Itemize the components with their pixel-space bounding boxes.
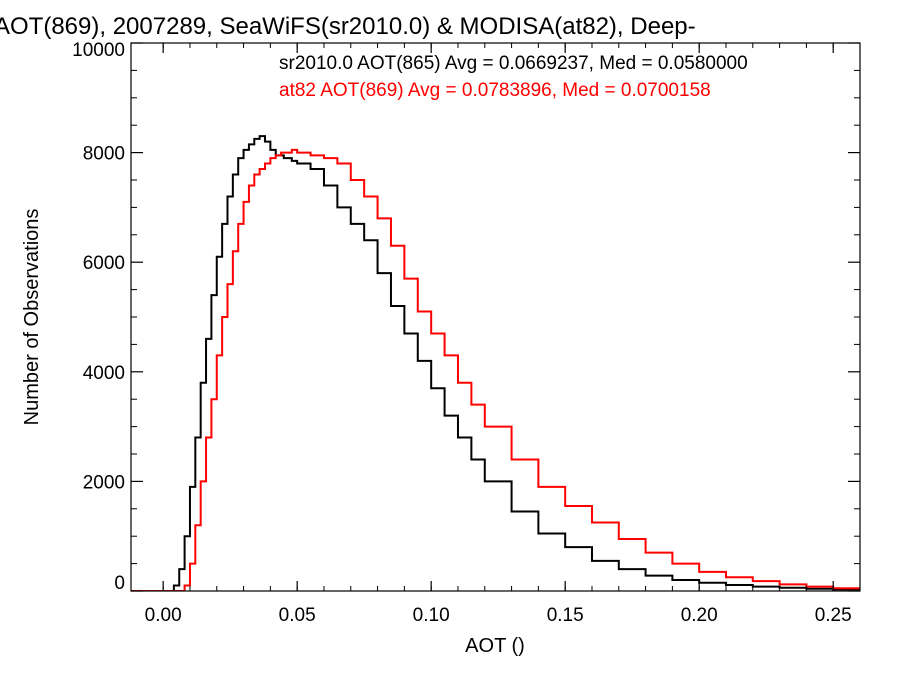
- legend-entry-sr2010: sr2010.0 AOT(865) Avg = 0.0669237, Med =…: [279, 53, 748, 74]
- y-tick-label: 6000: [83, 253, 125, 274]
- y-tick-label: 2000: [83, 472, 125, 493]
- x-tick-label: 0.15: [547, 605, 584, 626]
- legend: sr2010.0 AOT(865) Avg = 0.0669237, Med =…: [279, 53, 748, 101]
- x-tick-label: 0.10: [413, 605, 450, 626]
- y-tick-label: 10000: [72, 40, 125, 61]
- chart-title: AOT(869), 2007289, SeaWiFS(sr2010.0) & M…: [0, 13, 696, 40]
- plot-frame: [130, 42, 861, 592]
- y-axis: 0 2000 4000 6000 8000 10000: [72, 40, 860, 594]
- y-axis-label: Number of Observations: [21, 209, 43, 426]
- x-tick-label: 0.05: [279, 605, 316, 626]
- x-axis: 0.00 0.05 0.10 0.15 0.20 0.25: [145, 43, 852, 626]
- y-tick-label: 4000: [83, 363, 125, 384]
- x-tick-label: 0.20: [681, 605, 718, 626]
- y-tick-label: 0: [114, 573, 125, 594]
- series-layer: [131, 135, 860, 591]
- x-axis-label: AOT (): [465, 635, 525, 657]
- legend-entry-at82: at82 AOT(869) Avg = 0.0783896, Med = 0.0…: [279, 80, 711, 101]
- y-tick-label: 8000: [83, 144, 125, 165]
- x-tick-label: 0.25: [815, 605, 852, 626]
- series-line-1: [131, 148, 860, 591]
- x-tick-label: 0.00: [145, 605, 182, 626]
- series-line-0: [131, 135, 860, 591]
